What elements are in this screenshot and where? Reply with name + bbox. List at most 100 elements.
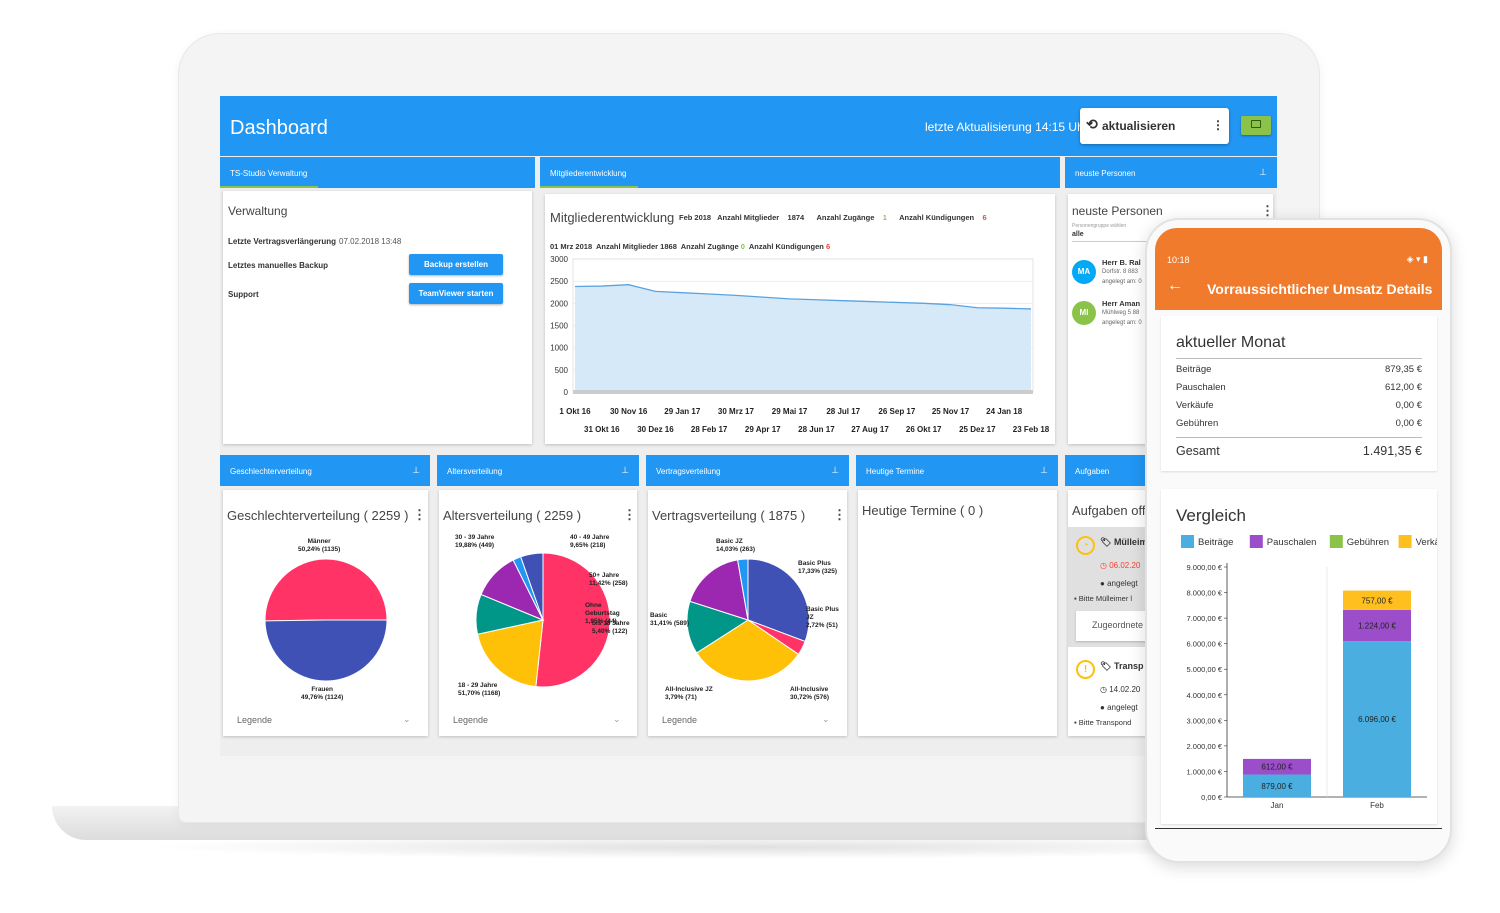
x-tick-label: Feb [1370, 801, 1384, 810]
y-tick-label: 500 [555, 366, 569, 375]
summary-adds: 1 [882, 213, 887, 222]
y-tick-label: 9.000,00 € [1187, 563, 1223, 572]
refresh-icon: ⟲ [1086, 116, 1098, 132]
area-fill [575, 284, 1031, 392]
x-tick-label: Jan [1271, 801, 1284, 810]
pin-icon[interactable]: ⊥ [412, 465, 420, 475]
pin-icon[interactable]: ⊥ [1040, 465, 1048, 475]
chart-count: 2259 [544, 508, 574, 523]
person-name: Herr Aman [1102, 299, 1141, 308]
person-name: Herr B. Ral [1102, 258, 1141, 267]
revenue-row: Gebühren 0,00 € [1176, 418, 1422, 429]
row-label: Pauschalen [1176, 382, 1226, 393]
backup-label: Letztes manuelles Backup [228, 261, 329, 270]
person-address: Mühlweg 5 88 [1102, 310, 1140, 316]
summary2-members: Anzahl Mitglieder 1868 [596, 242, 677, 251]
tab-mitglieder[interactable]: Mitgliederentwicklung [540, 157, 1060, 188]
label-pct: 50,24% (1135) [298, 546, 341, 553]
chevron-down-icon[interactable]: ⌄ [613, 714, 621, 724]
y-tick-label: 5.000,00 € [1187, 665, 1223, 674]
phone-device: 10:18 ◈ ▾ ▮ ← Vorraussichtlicher Umsatz … [1145, 218, 1452, 863]
teamviewer-button[interactable]: TeamViewer starten [409, 283, 503, 304]
area-line [574, 284, 1032, 310]
data-label: 757,00 € [1361, 596, 1393, 605]
tab-verwaltung[interactable]: TS-Studio Verwaltung [220, 157, 535, 188]
clock-icon: ◔ [1076, 536, 1095, 555]
pin-icon[interactable]: ⊥ [831, 465, 839, 475]
backup-button[interactable]: Backup erstellen [409, 254, 503, 275]
task-item-2[interactable]: ! 🏷 Transp ◷ 14.02.20 ● angelegt ▪ Bitte… [1068, 653, 1273, 733]
age-pie-chart [475, 552, 611, 688]
alter-card: Altersverteilung ( 2259 ) ⋮ 30 - 39 Jahr… [439, 490, 637, 736]
person-item[interactable]: MA Herr B. Ral Dorfstr. 8 883 angelegt a… [1068, 254, 1273, 292]
app-header: Dashboard letzte Aktualisierung 14:15 Uh… [220, 96, 1277, 156]
termine-card: Heutige Termine ( 0 ) [858, 490, 1057, 736]
x-tick-label: 29 Apr 17 [745, 425, 781, 434]
tab-label: neuste Personen [1075, 169, 1136, 178]
summary-members-label: Anzahl Mitglieder [717, 213, 780, 222]
task-creator: ● angelegt [1100, 703, 1138, 712]
x-tick-label: 26 Okt 17 [906, 425, 942, 434]
pie-slice [737, 558, 749, 621]
task-title-text: Mülleim [1113, 537, 1148, 547]
more-vert-icon[interactable]: ⋮ [1261, 203, 1274, 218]
row-value: 612,00 € [1385, 382, 1422, 393]
label-pct: 19,88% (449) [455, 542, 495, 549]
chart-title: Vertragsverteilung [652, 508, 757, 523]
tab-termine[interactable]: Heutige Termine ⊥ [856, 455, 1058, 486]
back-arrow-icon[interactable]: ← [1167, 277, 1183, 294]
tab-label: Altersverteilung [447, 467, 503, 476]
more-vert-icon[interactable]: ⋮ [623, 507, 636, 522]
compare-card: Vergleich Beiträge Pauschalen Gebühren Verk… [1161, 489, 1437, 824]
tab-personen[interactable]: neuste Personen ⊥ [1065, 157, 1277, 188]
revenue-row: Beiträge 879,35 € [1176, 364, 1422, 375]
total-row: Gesamt 1.491,35 € [1176, 444, 1422, 458]
more-vert-icon[interactable]: ⋮ [1212, 118, 1224, 132]
x-tick-label: 28 Feb 17 [691, 425, 728, 434]
compare-bar-chart: Beiträge Pauschalen Gebühren Verkä 0,00 € 1.0… [1181, 535, 1437, 810]
chevron-down-icon[interactable]: ⌄ [822, 714, 830, 724]
summary-line-2: 01 Mrz 2018 Anzahl Mitglieder 1868 Anzah… [550, 242, 830, 251]
person-created: angelegt am: 0 [1102, 320, 1142, 326]
more-vert-icon[interactable]: ⋮ [833, 507, 846, 522]
task-desc-text: Bitte Mülleimer l [1078, 594, 1133, 603]
person-item[interactable]: MI Herr Aman Mühlweg 5 88 angelegt am: 0 [1068, 295, 1273, 333]
vertrag-card: Vertragsverteilung ( 1875 ) ⋮ Basic JZ 14… [648, 490, 847, 736]
filter-select[interactable]: alle [1072, 231, 1084, 238]
label-pct: 30,72% (576) [790, 694, 830, 701]
pin-icon[interactable]: ⊥ [621, 465, 629, 475]
pie-slice [535, 552, 611, 688]
tab-vertrag[interactable]: Vertragsverteilung ⊥ [646, 455, 849, 486]
y-tick-label: 2500 [550, 277, 568, 286]
card-title: neuste Personen [1072, 204, 1163, 218]
warning-icon: ! [1076, 660, 1095, 679]
pie-slice [747, 558, 810, 643]
pie-slice [476, 619, 544, 688]
x-tick-label: 25 Nov 17 [932, 407, 970, 416]
tab-geschlecht[interactable]: Geschlechterverteilung ⊥ [220, 455, 430, 486]
legend-toggle[interactable]: Legende [237, 715, 273, 725]
tab-label: Heutige Termine [866, 467, 925, 476]
legend-swatch [1181, 535, 1194, 548]
refresh-label: aktualisieren [1102, 119, 1176, 133]
pin-icon[interactable]: ⊥ [1259, 167, 1267, 177]
pie-label-basic: Basic 31,41% (589) [650, 612, 689, 628]
tab-indicator [540, 186, 638, 188]
revenue-row: Pauschalen 612,00 € [1176, 382, 1422, 393]
card-title: Altersverteilung ( 2259 ) [443, 508, 582, 523]
legend-toggle[interactable]: Legende [453, 715, 489, 725]
data-label: 1.224,00 € [1358, 622, 1396, 631]
refresh-button[interactable]: ⟲ aktualisieren ⋮ [1080, 108, 1229, 144]
chevron-down-icon[interactable]: ⌄ [403, 714, 411, 724]
legend-swatch [1249, 535, 1263, 548]
label-name: 18 - 29 Jahre [458, 682, 498, 689]
y-tick-label: 0 [564, 388, 569, 397]
summary-cancels-label: Anzahl Kündigungen [899, 213, 975, 222]
chart-title: Altersverteilung [443, 508, 533, 523]
legend-toggle[interactable]: Legende [662, 715, 698, 725]
message-button[interactable] [1241, 116, 1271, 135]
label-name: Basic Plus [798, 560, 831, 567]
more-vert-icon[interactable]: ⋮ [413, 507, 426, 522]
pie-label-30-39: 30 - 39 Jahre 19,88% (449) [455, 534, 494, 550]
tab-alter[interactable]: Altersverteilung ⊥ [437, 455, 639, 486]
